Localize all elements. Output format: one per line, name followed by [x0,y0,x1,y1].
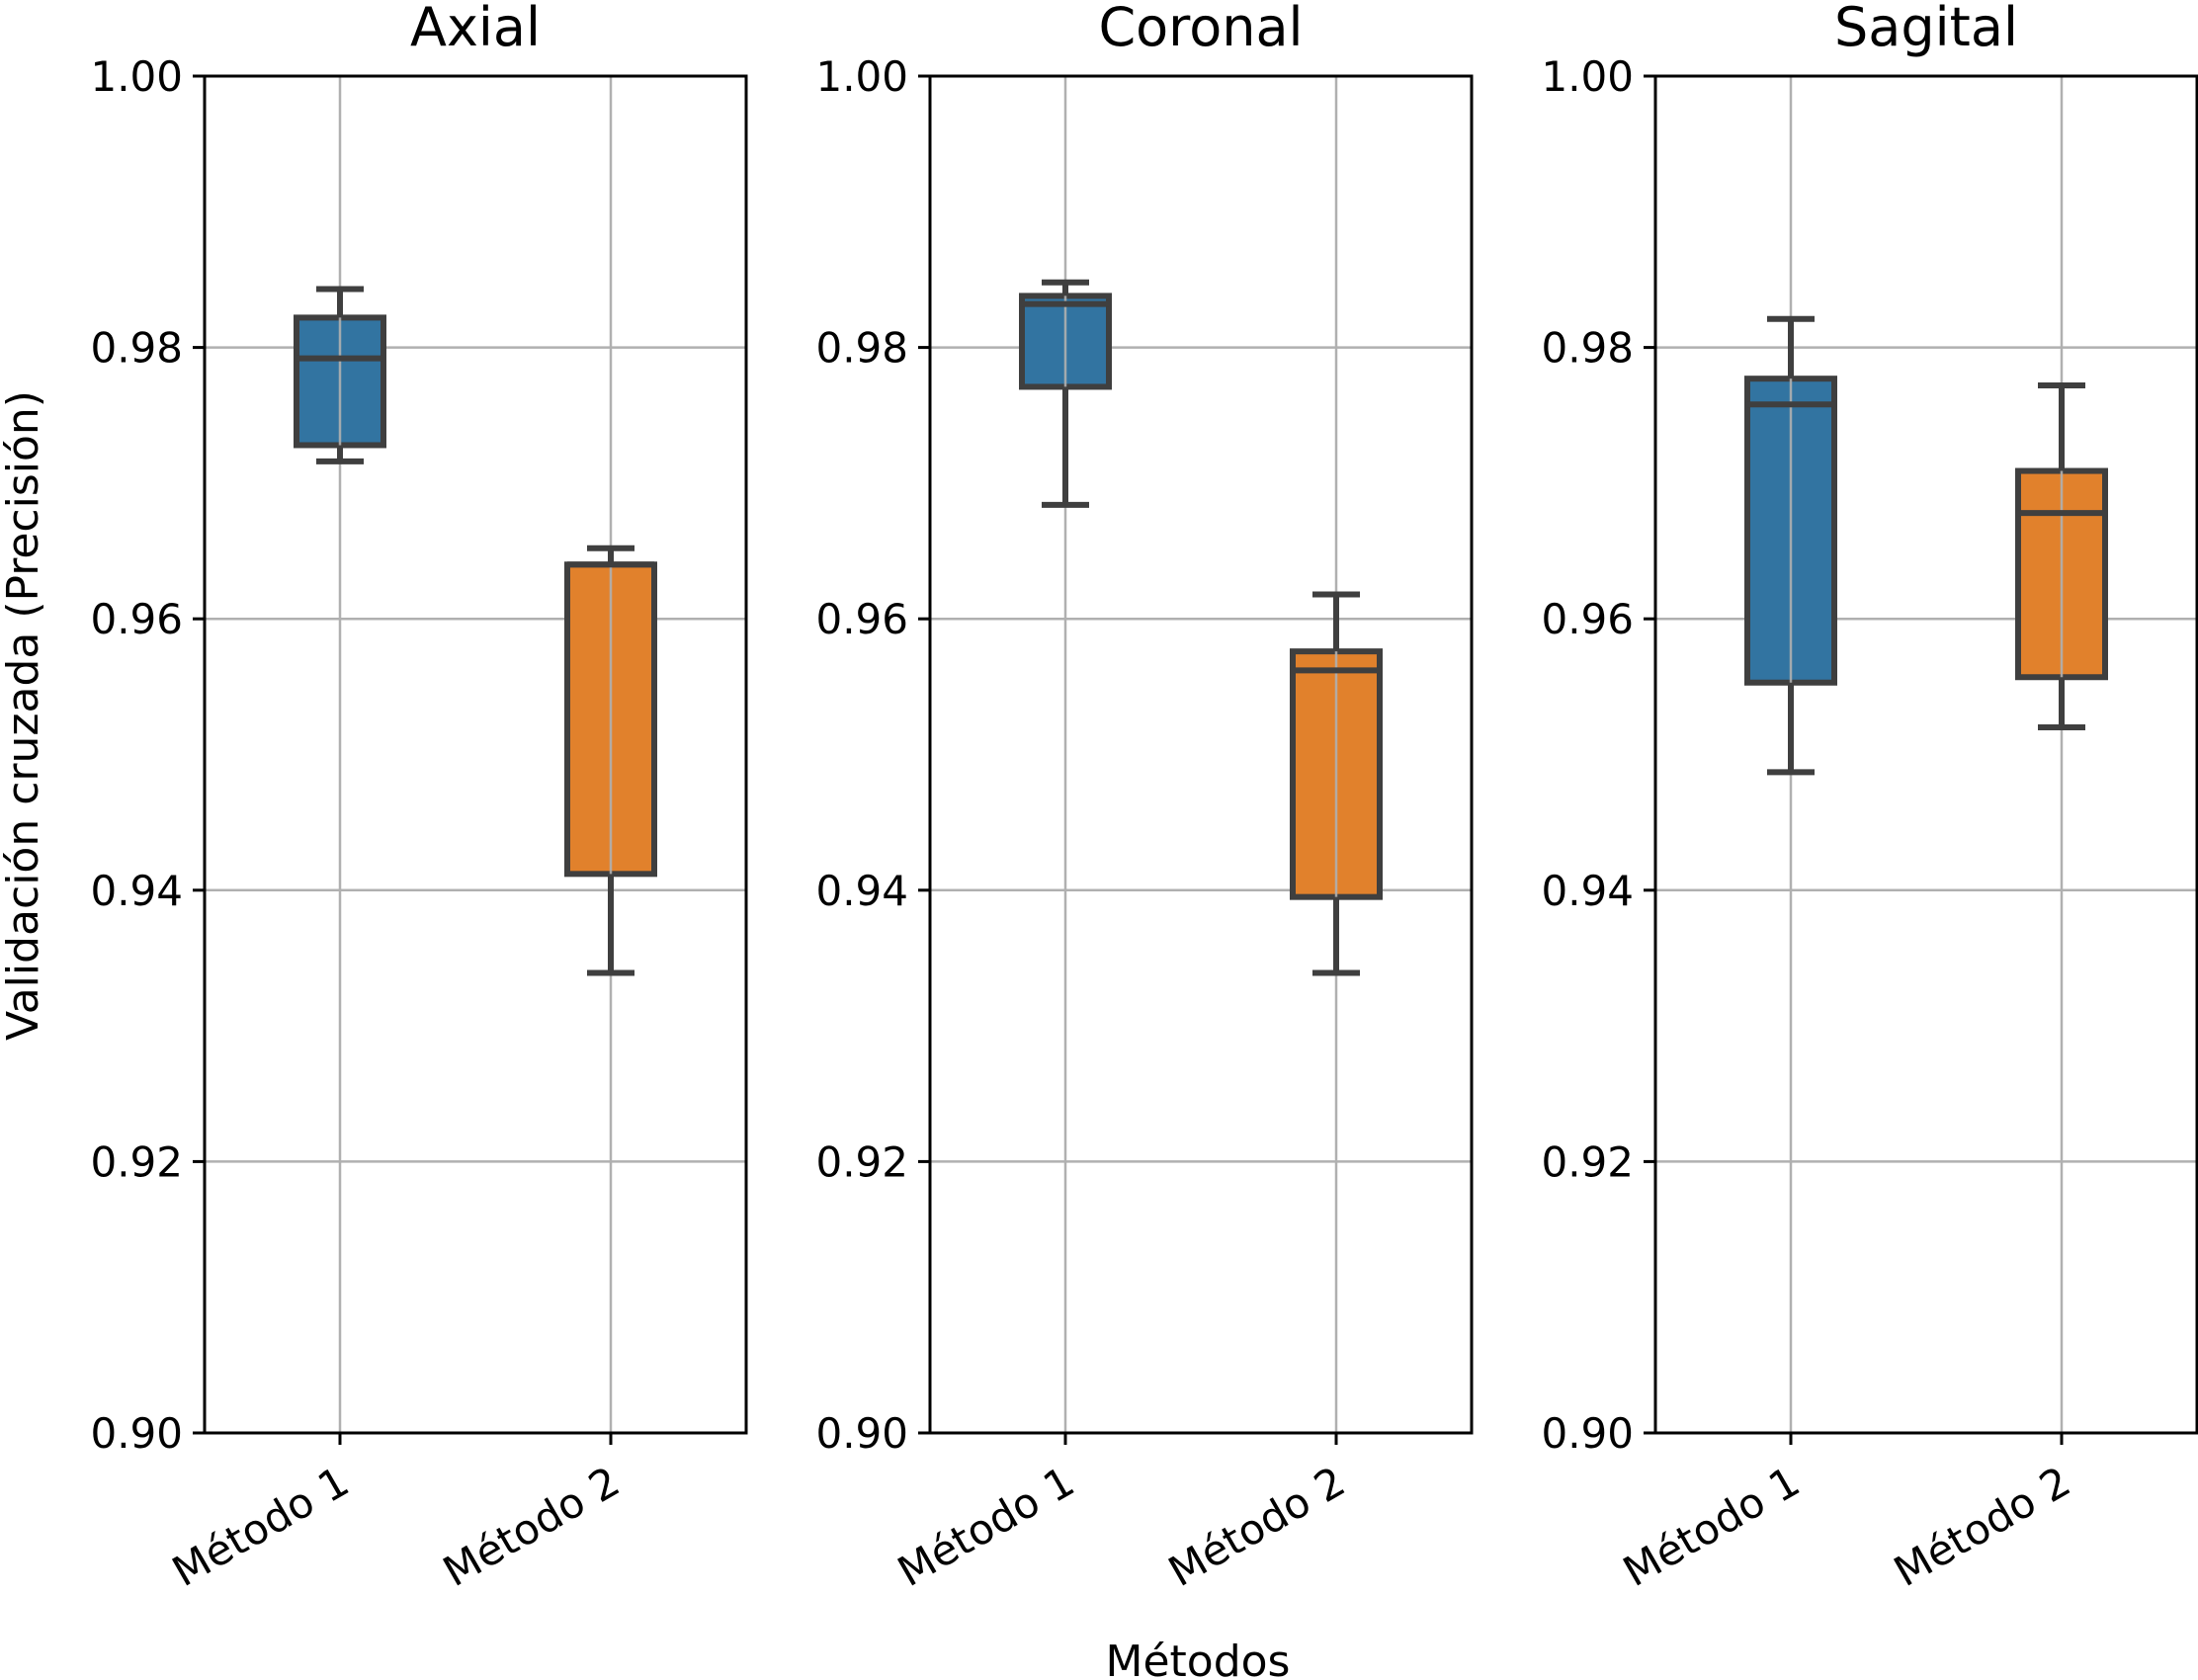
x-tick-label: Método 1 [1615,1457,1808,1596]
y-tick-label: 0.98 [90,324,183,373]
y-tick-label: 0.92 [1541,1137,1634,1186]
y-tick-label: 0.90 [90,1409,183,1458]
y-tick-label: 1.00 [90,52,183,101]
x-tick-label: Método 2 [1886,1457,2078,1596]
panel-title: Coronal [1098,0,1303,58]
axes-frame [928,74,1474,1435]
y-tick-label: 0.98 [815,324,908,373]
y-tick-label: 0.94 [1541,867,1634,915]
box-coronal-metodo-2 [1290,591,1383,976]
y-tick-label: 0.94 [90,867,183,915]
x-tick-label: Método 1 [164,1457,357,1596]
y-tick-label: 0.98 [1541,324,1634,373]
panel-title: Axial [410,0,541,58]
axes-frame [203,74,748,1435]
y-tick-label: 0.92 [90,1137,183,1186]
y-tick-label: 0.96 [1541,595,1634,643]
box-sagital-metodo-1 [1744,315,1837,776]
box-axial-metodo-2 [564,545,657,976]
y-tick-label: 0.94 [815,867,908,915]
panel-coronal: 0.90 0.92 0.94 0.96 0.98 1.00 Método 1 Método 2… [815,0,1474,1596]
x-tick-label: Método 1 [889,1457,1082,1596]
x-axis-label: Métodos [1106,1637,1291,1680]
x-tick-label: Método 2 [1160,1457,1353,1596]
y-tick-label: 0.90 [1541,1409,1634,1458]
y-tick-label: 0.96 [90,595,183,643]
box-axial-metodo-1 [294,286,386,464]
chart-panels: 0.90 0.92 0.94 0.96 0.98 1.00 Método 1 Método 2… [90,0,2198,1596]
y-tick-label: 0.90 [815,1409,908,1458]
box-coronal-metodo-1 [1019,279,1112,508]
panel-title: Sagital [1834,0,2018,58]
panel-axial: 0.90 0.92 0.94 0.96 0.98 1.00 Método 1 Método 2… [90,0,748,1596]
y-tick-label: 1.00 [815,52,908,101]
axes-frame [1653,74,2198,1435]
y-tick-label: 1.00 [1541,52,1634,101]
y-tick-label: 0.96 [815,595,908,643]
x-tick-label: Método 2 [435,1457,628,1596]
box-sagital-metodo-2 [2015,382,2108,731]
y-axis-label: Validación cruzada (Precisión) [0,390,48,1041]
panel-sagital: 0.90 0.92 0.94 0.96 0.98 1.00 Método 1 Método 2… [1541,0,2198,1596]
y-tick-label: 0.92 [815,1137,908,1186]
